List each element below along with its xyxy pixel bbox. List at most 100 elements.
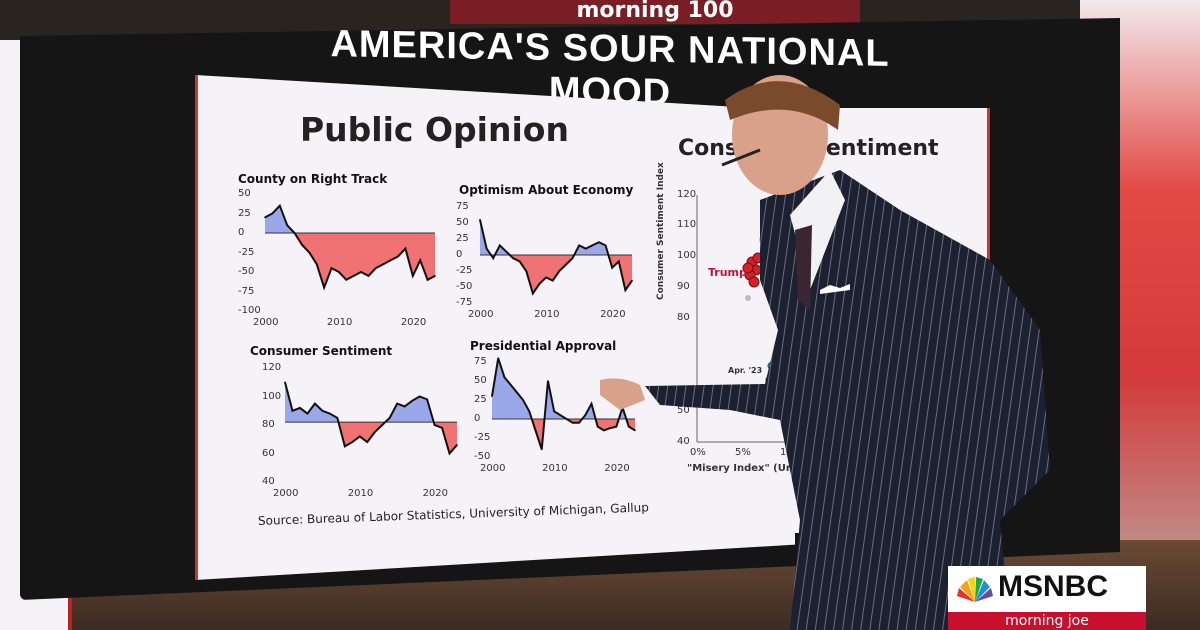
data-point [396,402,398,405]
series-line [264,203,436,291]
y-tick-label: 100 [262,390,282,402]
data-point [419,259,422,262]
data-point [598,241,600,243]
x-tick-label: 2000 [253,317,279,328]
data-point [624,289,627,292]
data-point [479,219,481,221]
data-point [345,279,348,281]
y-tick-label: 40 [677,436,690,447]
data-point [584,247,587,250]
x-tick-label: 2000 [480,463,506,474]
data-point [299,407,301,409]
data-point [603,429,605,432]
chart-title: County on Right Track [238,172,388,186]
y-tick-label: -75 [238,285,255,297]
y-tick-label: 120 [262,362,282,373]
data-point [271,212,274,215]
data-point [367,275,370,277]
data-point [278,204,281,207]
logo-text: MSNBC [998,570,1108,603]
y-tick-label: 50 [238,188,251,199]
series-line [491,357,636,450]
series-line [284,381,458,456]
data-point [505,251,508,253]
y-tick-label: 40 [262,476,275,487]
data-point [565,418,568,420]
data-point [412,275,414,277]
x-tick-label: 0% [690,447,706,458]
data-point [264,216,266,219]
x-tick-label: 2020 [422,488,449,499]
data-point [615,425,618,428]
data-point [286,224,288,226]
data-point [522,399,524,401]
data-point [336,417,339,419]
y-tick-label: -25 [474,432,491,443]
y-tick-label: 60 [262,447,275,459]
y-tick-label: 80 [262,419,275,430]
x-tick-label: 2000 [468,309,494,320]
positive-area [480,219,632,255]
data-point [553,410,555,413]
positive-area [285,382,457,423]
data-point [293,232,296,234]
y-tick-label: -50 [456,281,473,292]
data-point [434,275,436,277]
data-point [545,276,547,279]
data-point [389,259,392,262]
data-point [338,271,340,273]
data-point [315,263,318,266]
data-point [351,441,354,443]
y-tick-label: 25 [456,233,469,244]
x-tick-label: 2010 [347,488,374,499]
show-name: morning joe [948,612,1146,630]
data-point [301,243,303,246]
data-point [329,412,331,415]
negative-area [265,233,435,288]
y-tick-label: -50 [238,266,255,277]
chart-title: Presidential Approval [470,339,617,353]
data-point [512,257,514,260]
data-point [611,267,613,269]
data-point [381,424,384,426]
data-point [433,424,436,426]
data-point [559,414,562,417]
annotation-trump: Trump [708,266,747,279]
y-tick-label: -25 [456,265,473,276]
data-point [534,429,537,432]
data-point [634,429,636,432]
data-point [403,405,406,408]
data-point [518,260,521,263]
data-point [590,403,593,405]
data-point [528,410,531,413]
data-point [617,260,620,263]
data-point [578,244,580,247]
y-tick-label: 100 [677,250,697,261]
data-point [509,384,512,386]
data-point [497,357,500,360]
data-point [558,270,561,272]
y-tick-label: 110 [677,219,697,230]
data-point [591,244,594,247]
data-point [572,422,574,424]
x-tick-label: 2010 [542,463,568,474]
x-axis-label: "Misery Index" (Unempl... [687,463,833,474]
data-point [609,427,611,429]
data-point [441,427,443,429]
data-point [584,414,587,417]
negative-area [285,422,457,454]
data-point [540,448,543,451]
data-point [418,395,421,398]
annotation-apr-23: Apr. '23 [728,366,763,375]
data-point [284,381,286,384]
y-tick-label: -25 [238,246,255,258]
data-point [360,271,362,273]
top-sign: morning 100 [450,0,860,24]
data-point [411,399,413,402]
y-tick-label: 0 [474,413,481,424]
data-point [291,409,294,412]
data-point [308,251,311,254]
data-point [373,431,376,433]
positive-area [492,358,635,419]
